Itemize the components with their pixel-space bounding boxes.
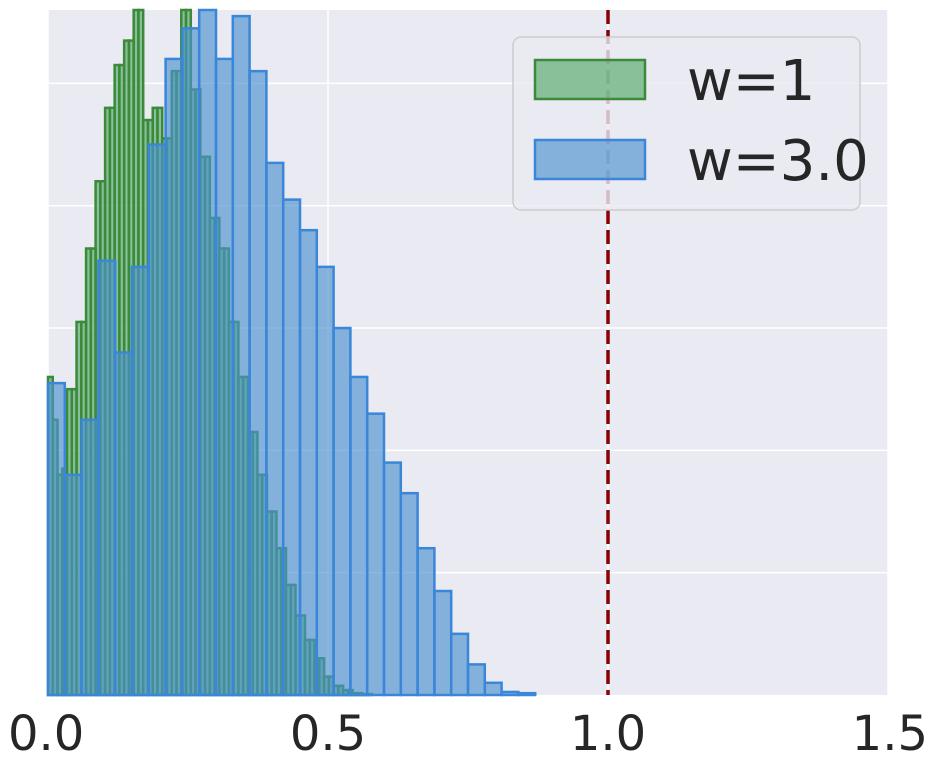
bar-series-1-bin-18 xyxy=(349,375,369,697)
bar-series-1-bin-23 xyxy=(433,589,453,697)
bar-series-1-bin-15 xyxy=(298,228,319,697)
bar-series-1-bin-10 xyxy=(214,57,235,697)
bar-series-1-bin-0 xyxy=(46,381,67,697)
x-tick-label-1: 0.5 xyxy=(290,706,366,762)
bar-series-1-bin-24 xyxy=(449,632,470,697)
bar-series-1-bin-4 xyxy=(113,351,134,697)
bar-series-1-bin-25 xyxy=(466,663,487,697)
bar-series-1-bin-2 xyxy=(80,418,100,697)
legend-label-w1: w=1 xyxy=(687,49,815,114)
bar-series-1-bin-7 xyxy=(164,57,184,697)
bar-series-1-bin-19 xyxy=(365,412,386,697)
x-tick-labels: 0.0 0.5 1.0 1.5 xyxy=(8,706,928,762)
bar-series-1-bin-13 xyxy=(265,161,285,697)
x-tick-label-2: 1.0 xyxy=(570,706,646,762)
bar-series-1-bin-14 xyxy=(281,198,302,697)
bar-series-1-bin-21 xyxy=(399,491,419,697)
bar-series-1-bin-6 xyxy=(147,143,167,697)
bar-series-1-bin-27 xyxy=(500,690,520,697)
bar-series-1-bin-11 xyxy=(231,14,251,697)
bar-series-1-bin-17 xyxy=(332,326,352,697)
x-tick-label-3: 1.5 xyxy=(852,706,928,762)
bar-series-1-bin-12 xyxy=(248,69,268,697)
legend-label-w3: w=3.0 xyxy=(687,129,869,194)
bar-series-1-bin-28 xyxy=(517,691,537,697)
bar-series-1-bin-5 xyxy=(130,265,151,697)
bar-series-1-bin-26 xyxy=(483,681,503,697)
legend: w=1 w=3.0 xyxy=(512,36,869,211)
bar-series-1-bin-16 xyxy=(315,265,335,697)
bar-series-1-bin-1 xyxy=(63,473,83,697)
x-tick-label-0: 0.0 xyxy=(8,706,84,762)
bar-series-1-bin-3 xyxy=(97,259,117,697)
bar-series-1-bin-22 xyxy=(416,546,436,697)
legend-swatch-w1 xyxy=(533,58,647,101)
bar-series-1-bin-9 xyxy=(197,8,218,697)
series-w3-bars xyxy=(46,8,537,697)
legend-swatch-w3 xyxy=(533,138,647,181)
bar-series-1-bin-8 xyxy=(181,27,201,697)
bar-series-1-bin-20 xyxy=(382,461,403,697)
